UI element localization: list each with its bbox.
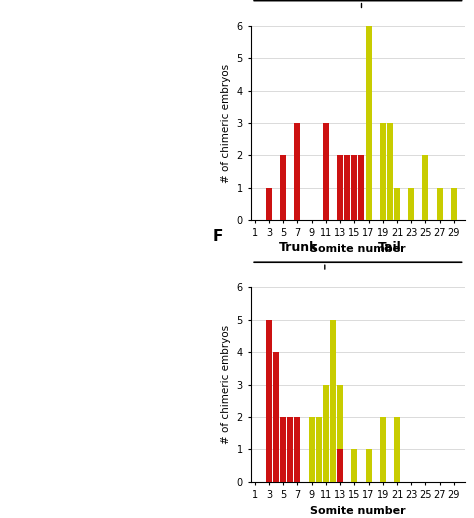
- Bar: [358, 155, 365, 220]
- Bar: [394, 188, 400, 220]
- Text: Tail: Tail: [378, 241, 402, 254]
- Bar: [323, 384, 329, 482]
- Y-axis label: # of chimeric embryos: # of chimeric embryos: [221, 64, 231, 182]
- Bar: [351, 155, 357, 220]
- Bar: [380, 417, 386, 482]
- Bar: [380, 123, 386, 220]
- X-axis label: Somite number: Somite number: [310, 506, 406, 515]
- Bar: [337, 384, 343, 482]
- X-axis label: Somite number: Somite number: [310, 244, 406, 254]
- Bar: [422, 155, 428, 220]
- Bar: [437, 188, 443, 220]
- Bar: [351, 449, 357, 482]
- Bar: [387, 123, 393, 220]
- Bar: [294, 417, 301, 482]
- Bar: [294, 123, 301, 220]
- Bar: [365, 449, 372, 482]
- Bar: [280, 155, 286, 220]
- Bar: [323, 123, 329, 220]
- Text: F: F: [213, 229, 223, 244]
- Text: Trunk: Trunk: [278, 241, 318, 254]
- Bar: [365, 26, 372, 220]
- Y-axis label: # of chimeric embryos: # of chimeric embryos: [221, 325, 231, 444]
- Bar: [330, 320, 336, 482]
- Bar: [451, 188, 457, 220]
- Bar: [408, 188, 414, 220]
- Bar: [344, 155, 350, 220]
- Bar: [394, 417, 400, 482]
- Bar: [337, 449, 343, 482]
- Bar: [309, 417, 315, 482]
- Bar: [337, 155, 343, 220]
- Bar: [287, 417, 293, 482]
- Bar: [266, 188, 272, 220]
- Bar: [266, 320, 272, 482]
- Bar: [316, 417, 322, 482]
- Bar: [273, 352, 279, 482]
- Bar: [280, 417, 286, 482]
